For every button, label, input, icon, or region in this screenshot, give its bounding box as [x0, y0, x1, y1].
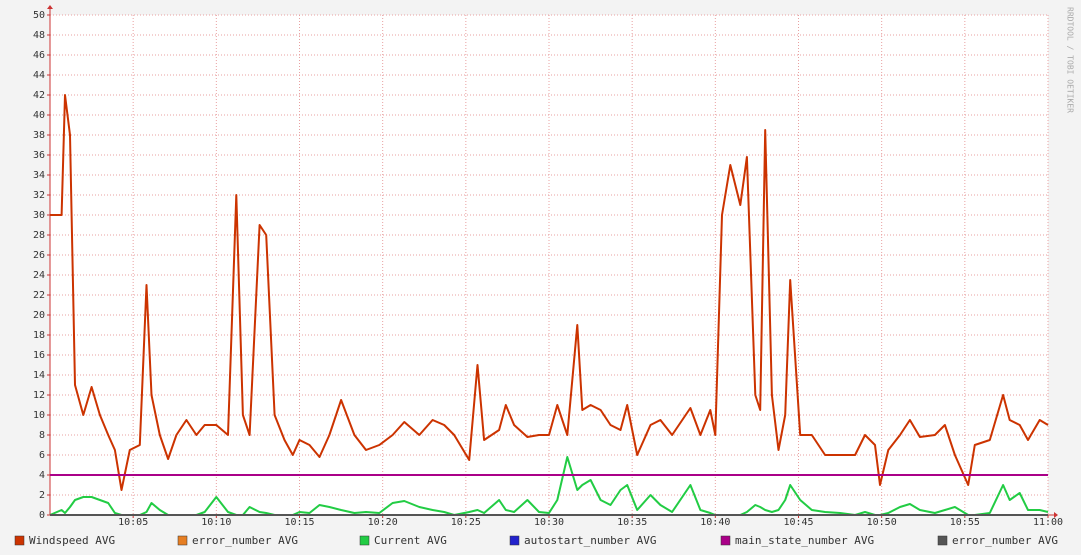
legend-swatch	[720, 535, 731, 546]
y-tick-label: 26	[33, 250, 45, 261]
x-tick-label: 11:00	[1033, 517, 1063, 528]
y-tick-label: 18	[33, 330, 45, 341]
legend-label: main_state_number AVG	[735, 534, 874, 547]
series-line	[50, 94, 1049, 491]
y-tick-label: 12	[33, 390, 45, 401]
legend-label: error_number AVG	[952, 534, 1058, 547]
legend-swatch	[509, 535, 520, 546]
x-tick-label: 10:30	[534, 517, 564, 528]
watermark: RRDTOOL / TOBI OETIKER	[1066, 7, 1075, 113]
x-tick-label: 10:25	[451, 517, 481, 528]
x-tick-label: 10:35	[617, 517, 647, 528]
x-tick-label: 10:10	[201, 517, 231, 528]
y-tick-label: 42	[33, 90, 45, 101]
y-axis-arrow	[47, 5, 53, 9]
y-tick-label: 48	[33, 30, 45, 41]
legend-swatch	[177, 535, 188, 546]
y-tick-label: 32	[33, 190, 45, 201]
y-tick-label: 34	[33, 170, 45, 181]
y-tick-label: 28	[33, 230, 45, 241]
y-tick-label: 38	[33, 130, 45, 141]
legend-label: Windspeed AVG	[29, 534, 115, 547]
y-tick-label: 0	[39, 510, 45, 521]
legend-swatch	[359, 535, 370, 546]
x-tick-label: 10:20	[368, 517, 398, 528]
x-tick-label: 10:40	[700, 517, 730, 528]
legend-label: autostart_number AVG	[524, 534, 656, 547]
y-tick-label: 44	[33, 70, 45, 81]
y-tick-label: 50	[33, 10, 45, 21]
y-tick-label: 10	[33, 410, 45, 421]
y-tick-label: 4	[39, 470, 45, 481]
y-tick-label: 2	[39, 490, 45, 501]
legend-label: Current AVG	[374, 534, 447, 547]
y-tick-label: 16	[33, 350, 45, 361]
legend-swatch	[14, 535, 25, 546]
x-axis-arrow	[1054, 512, 1058, 518]
y-tick-label: 8	[39, 430, 45, 441]
x-tick-label: 10:05	[118, 517, 148, 528]
y-tick-label: 24	[33, 270, 45, 281]
y-tick-label: 36	[33, 150, 45, 161]
y-tick-label: 20	[33, 310, 45, 321]
x-tick-label: 10:50	[867, 517, 897, 528]
x-tick-label: 10:55	[950, 517, 980, 528]
x-tick-label: 10:45	[783, 517, 813, 528]
x-tick-label: 10:15	[284, 517, 314, 528]
y-tick-label: 6	[39, 450, 45, 461]
legend-label: error_number AVG	[192, 534, 298, 547]
y-tick-label: 40	[33, 110, 45, 121]
y-tick-label: 30	[33, 210, 45, 221]
legend-swatch	[937, 535, 948, 546]
y-tick-label: 14	[33, 370, 45, 381]
y-tick-label: 22	[33, 290, 45, 301]
y-tick-label: 46	[33, 50, 45, 61]
